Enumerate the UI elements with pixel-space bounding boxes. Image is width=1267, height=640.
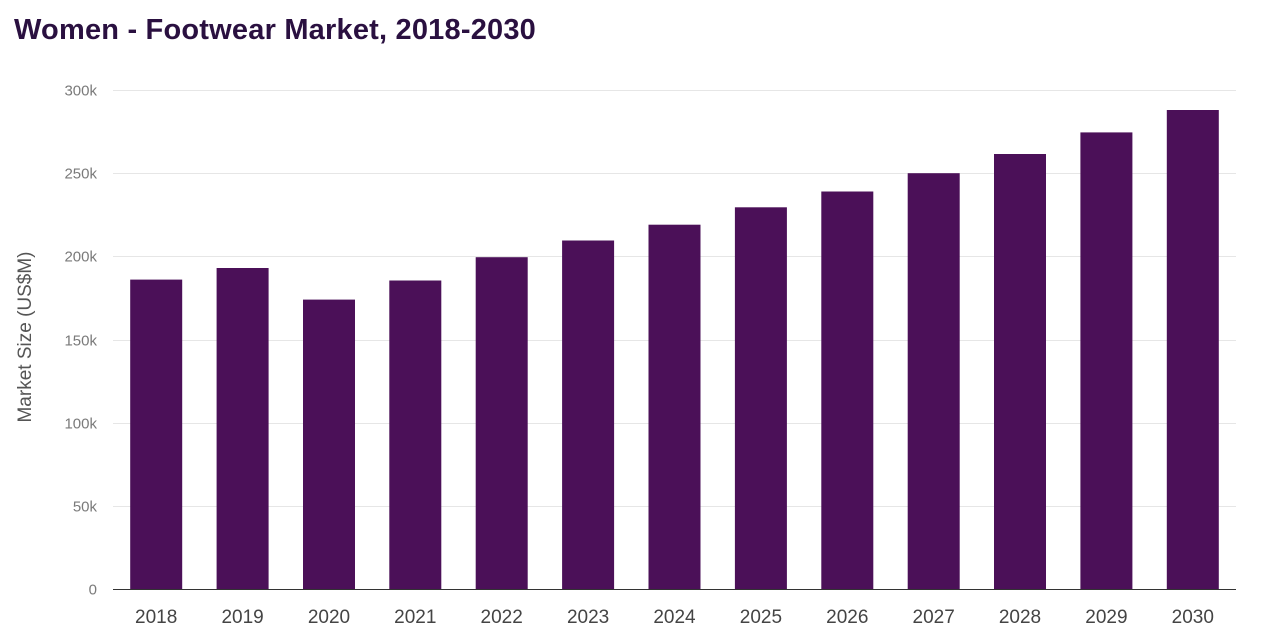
x-tick-label: 2028	[999, 607, 1041, 628]
y-tick-label: 0	[89, 582, 97, 599]
y-tick-label: 200k	[64, 249, 97, 266]
x-tick-label: 2030	[1172, 607, 1214, 628]
chart-title: Women - Footwear Market, 2018-2030	[14, 14, 537, 46]
x-tick-label: 2019	[221, 607, 263, 628]
x-axis-ticks: 2018 2019 2020 2021 2022 2023 2024 2025 2026 2027…	[135, 607, 1214, 628]
bar-2022	[475, 257, 528, 589]
bars	[130, 110, 1219, 590]
x-tick-label: 2025	[740, 607, 782, 628]
bar-2026	[821, 191, 874, 589]
bar-2029	[1080, 132, 1133, 589]
bar-2030	[1166, 110, 1219, 589]
y-tick-label: 50k	[73, 499, 98, 516]
bar-2018	[130, 279, 183, 589]
y-tick-label: 250k	[64, 166, 97, 183]
x-tick-label: 2023	[567, 607, 609, 628]
x-tick-label: 2026	[826, 607, 868, 628]
y-axis-title: Market Size (US$M)	[15, 251, 36, 422]
x-tick-label: 2027	[913, 607, 955, 628]
y-axis-ticks: 0 50k 100k 150k 200k 250k 300k	[64, 83, 97, 599]
bar-2024	[648, 224, 701, 589]
bar-2019	[216, 268, 269, 589]
x-tick-label: 2018	[135, 607, 177, 628]
y-tick-label: 300k	[64, 83, 97, 100]
x-tick-label: 2021	[394, 607, 436, 628]
x-tick-label: 2022	[481, 607, 523, 628]
y-tick-label: 150k	[64, 333, 97, 350]
bar-2020	[303, 299, 355, 589]
x-tick-label: 2029	[1085, 607, 1127, 628]
x-tick-label: 2020	[308, 607, 350, 628]
bar-2027	[907, 173, 960, 589]
y-tick-label: 100k	[64, 416, 97, 433]
bar-2028	[994, 154, 1046, 589]
bar-2025	[734, 207, 787, 590]
bar-2023	[562, 240, 615, 589]
x-tick-label: 2024	[653, 607, 696, 628]
bar-2021	[389, 280, 442, 589]
